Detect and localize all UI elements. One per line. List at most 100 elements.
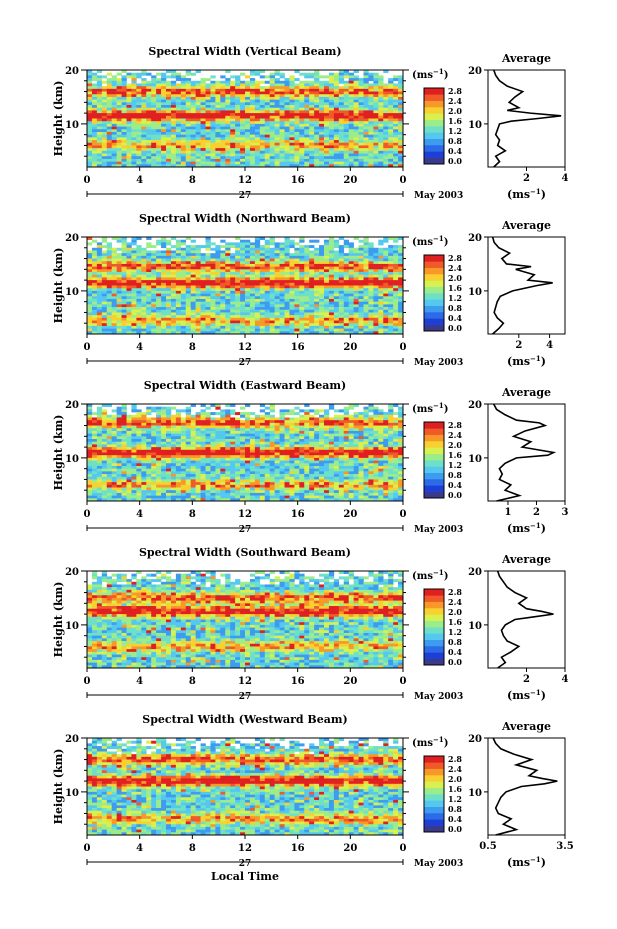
heatmap-cell — [393, 328, 399, 332]
heatmap-cell — [161, 153, 167, 157]
heatmap-cell — [230, 161, 236, 165]
heatmap-cell — [274, 320, 280, 324]
heatmap-cell — [180, 83, 187, 87]
heatmap-cell — [289, 296, 295, 300]
heatmap-cell — [215, 274, 221, 278]
heatmap-cell — [338, 99, 345, 103]
heatmap-cell — [378, 150, 384, 154]
heatmap-cell — [333, 164, 340, 168]
heatmap-cell — [363, 115, 369, 119]
heatmap-cell — [324, 277, 330, 281]
heatmap-cell — [289, 325, 295, 329]
heatmap-cell — [126, 99, 132, 103]
heatmap-cell — [220, 123, 226, 127]
heatmap-cell — [210, 247, 216, 251]
heatmap-cell — [279, 129, 285, 133]
heatmap-cell — [259, 255, 266, 259]
heatmap-cell — [200, 263, 206, 267]
heatmap-cell — [363, 293, 369, 297]
heatmap-cell — [274, 105, 280, 109]
heatmap-cell — [383, 237, 389, 240]
heatmap-cell — [235, 150, 241, 154]
heatmap-cell — [156, 164, 162, 168]
heatmap-cell — [166, 307, 172, 311]
heatmap-cell — [166, 94, 172, 98]
heatmap-cell — [235, 129, 241, 133]
heatmap-cell — [87, 105, 93, 109]
heatmap-cell — [254, 237, 261, 240]
heatmap-cell — [294, 121, 300, 125]
heatmap-cell — [314, 129, 320, 133]
heatmap-cell — [215, 148, 221, 152]
heatmap-cell — [175, 261, 182, 265]
heatmap-cell — [126, 272, 132, 276]
heatmap-cell — [166, 288, 172, 292]
heatmap-cell — [195, 320, 201, 324]
heatmap-cell — [190, 247, 196, 251]
heatmap-cell — [235, 237, 241, 240]
heatmap-cell — [363, 105, 369, 109]
heatmap-cell — [299, 328, 305, 332]
heatmap-cell — [151, 140, 157, 144]
heatmap-cell — [200, 404, 206, 407]
heatmap-cell — [259, 94, 266, 98]
heatmap-cell — [358, 239, 364, 243]
heatmap-cell — [91, 258, 98, 262]
heatmap-cell — [368, 88, 374, 92]
heatmap-cell — [294, 113, 300, 117]
heatmap-cell — [269, 328, 275, 332]
heatmap-cell — [319, 282, 325, 286]
heatmap-cell — [141, 263, 147, 267]
heatmap-cell — [141, 134, 147, 138]
heatmap-cell — [383, 263, 389, 267]
heatmap-cell — [319, 156, 325, 160]
heatmap-cell — [210, 263, 216, 267]
heatmap-cell — [161, 428, 167, 432]
heatmap-cell — [205, 304, 211, 308]
heatmap-cell — [264, 164, 270, 168]
heatmap-cell — [116, 293, 122, 297]
heatmap-cell — [91, 290, 98, 294]
heatmap-cell — [299, 105, 305, 109]
heatmap-cell — [141, 420, 147, 424]
heatmap-cell — [116, 263, 122, 267]
heatmap-cell — [131, 272, 137, 276]
heatmap-cell — [200, 129, 206, 133]
heatmap-cell — [166, 312, 172, 316]
heatmap-cell — [200, 110, 206, 114]
heatmap-cell — [151, 417, 157, 421]
heatmap-cell — [111, 266, 117, 270]
heatmap-cell — [284, 242, 290, 246]
heatmap-cell — [215, 105, 221, 109]
heatmap-cell — [190, 142, 196, 146]
heatmap-cell — [161, 325, 167, 329]
heatmap-cell — [146, 164, 152, 168]
heatmap-cell — [205, 142, 211, 146]
heatmap-cell — [146, 325, 152, 329]
heatmap-cell — [91, 282, 98, 286]
heatmap-cell — [91, 99, 98, 103]
heatmap-cell — [398, 83, 404, 87]
heatmap-cell — [111, 298, 117, 302]
heatmap-cell — [309, 239, 315, 243]
heatmap-cell — [121, 253, 127, 257]
heatmap-cell — [324, 312, 330, 316]
heatmap-cell — [383, 272, 389, 276]
heatmap-cell — [353, 150, 359, 154]
heatmap-cell — [205, 328, 211, 332]
heatmap-cell — [348, 285, 354, 289]
heatmap-cell — [126, 250, 132, 254]
heatmap-cell — [338, 317, 345, 321]
heatmap-cell — [225, 140, 231, 144]
heatmap-cell — [264, 293, 270, 297]
heatmap-cell — [116, 105, 122, 109]
heatmap-cell — [121, 323, 127, 327]
heatmap-cell — [378, 140, 384, 144]
heatmap-cell — [180, 317, 187, 321]
heatmap-cell — [96, 88, 103, 92]
heatmap-cell — [299, 142, 305, 146]
heatmap-cell — [210, 417, 216, 421]
heatmap-cell — [195, 304, 201, 308]
heatmap-cell — [180, 293, 187, 297]
heatmap-cell — [111, 148, 117, 152]
